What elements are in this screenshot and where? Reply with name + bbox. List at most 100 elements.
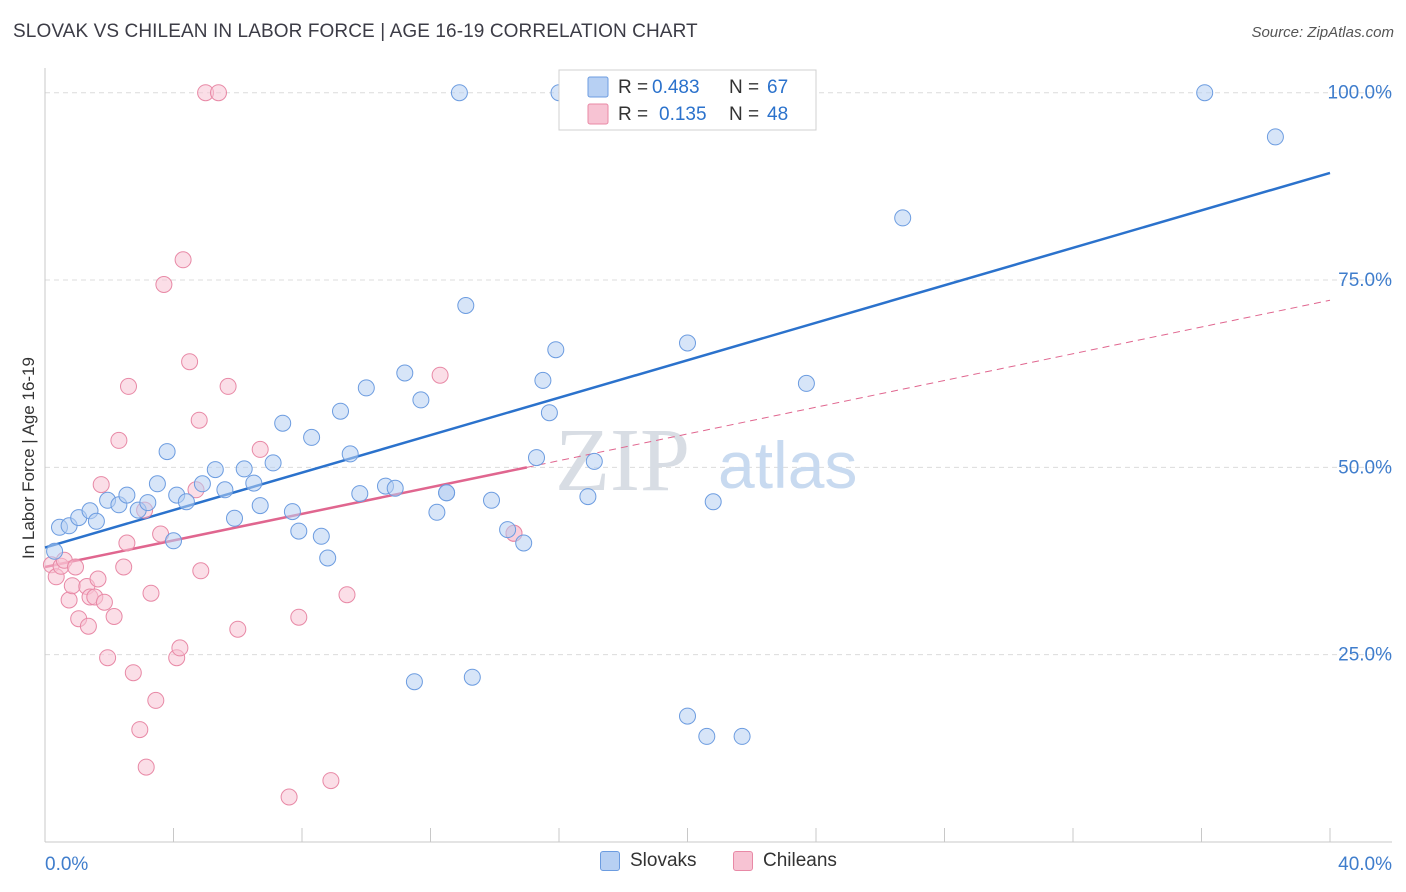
chilean-point-15	[99, 649, 117, 667]
chilean-point-32	[181, 353, 199, 371]
chilean-point-30	[171, 639, 189, 657]
slovak-point-27	[303, 428, 321, 446]
data-points	[42, 84, 1284, 806]
slovak-point-37	[405, 673, 423, 691]
slovak-point-56	[679, 707, 696, 725]
chilean-point-43	[322, 772, 340, 790]
chilean-point-19	[118, 534, 136, 552]
x-tick-label-0: 0.0%	[45, 854, 88, 875]
slovak-point-12	[158, 443, 176, 461]
legend-label-slovaks: Slovaks	[630, 850, 697, 871]
legend-n-value-slovaks: 67	[767, 77, 788, 98]
slovak-point-0	[46, 542, 64, 560]
slovak-point-41	[438, 484, 456, 502]
slovak-point-38	[412, 391, 430, 409]
slovak-point-64	[894, 209, 912, 227]
legend-n-value-chileans: 48	[767, 104, 788, 125]
slovak-point-23	[264, 454, 282, 472]
chilean-point-40	[251, 440, 269, 458]
slovak-point-22	[251, 497, 269, 515]
slovak-point-8	[118, 486, 136, 504]
chart-title: SLOVAK VS CHILEAN IN LABOR FORCE | AGE 1…	[13, 21, 698, 42]
slovak-point-5	[87, 512, 105, 530]
chilean-point-5	[63, 577, 81, 595]
watermark-atlas: atlas	[718, 428, 857, 502]
chilean-point-41	[280, 788, 298, 806]
slovak-point-36	[396, 364, 414, 382]
legend-swatch-slovaks	[587, 76, 609, 98]
chilean-point-26	[147, 691, 165, 709]
slovak-point-44	[463, 668, 481, 686]
watermark-zip: ZIP	[555, 411, 690, 510]
legend-r-value-slovaks: 0.483	[652, 77, 700, 98]
slovak-point-59	[704, 493, 722, 511]
chilean-point-45	[431, 366, 449, 384]
chilean-point-34	[190, 411, 208, 429]
chilean-point-44	[338, 586, 356, 604]
legend-box: R = 0.483 N = 67 R = 0.135 N = 48	[558, 69, 817, 131]
y-axis-label: In Labor Force | Age 16-19	[19, 357, 38, 559]
watermark: ZIP atlas	[555, 411, 857, 510]
chilean-point-21	[124, 664, 142, 682]
axes	[44, 68, 1392, 843]
slovak-point-60	[733, 727, 751, 745]
legend-r-label-chileans: R =	[618, 104, 648, 125]
slovak-point-19	[226, 509, 243, 527]
chilean-point-22	[131, 721, 149, 739]
slovak-point-15	[177, 493, 195, 511]
chilean-point-16	[105, 608, 123, 625]
slovak-point-29	[319, 549, 337, 567]
slovak-point-35	[386, 479, 404, 497]
slovak-point-47	[515, 534, 533, 552]
slovak-point-26	[290, 522, 308, 540]
slovak-point-20	[235, 460, 253, 478]
chilean-trendline	[44, 466, 528, 569]
y-tick-label-2: 75.0%	[1338, 270, 1392, 291]
slovak-point-24	[274, 414, 292, 432]
slovak-point-46	[499, 521, 517, 539]
legend-r-label-slovaks: R =	[618, 77, 648, 98]
series-slovaks	[46, 84, 1284, 745]
chilean-point-24	[137, 758, 155, 776]
chilean-point-18	[115, 558, 133, 576]
y-tick-label-3: 100.0%	[1328, 83, 1393, 104]
chilean-point-14	[95, 593, 113, 611]
slovak-point-25	[283, 503, 301, 521]
legend-swatch-chileans	[733, 851, 753, 871]
slovak-point-65	[1196, 84, 1214, 102]
chilean-point-25	[142, 584, 160, 602]
slovak-point-57	[679, 334, 696, 352]
slovak-point-30	[332, 402, 349, 420]
slovak-point-55	[585, 452, 603, 470]
chilean-point-42	[290, 608, 308, 626]
slovak-point-11	[148, 475, 166, 493]
legend-label-chileans: Chileans	[763, 850, 837, 871]
grid	[45, 92, 1392, 656]
slovak-point-33	[357, 379, 375, 397]
source-label: Source: ZipAtlas.com	[1251, 24, 1394, 41]
legend-n-label-slovaks: N =	[729, 77, 759, 98]
slovak-point-50	[540, 404, 558, 422]
chilean-point-31	[174, 251, 192, 269]
series-chileans	[42, 84, 523, 806]
chilean-trendline-dashed	[526, 299, 1331, 468]
x-tick-label-1: 40.0%	[1338, 854, 1392, 875]
chilean-point-6	[67, 558, 84, 576]
chilean-point-13	[92, 476, 110, 494]
y-tick-labels: 25.0% 50.0% 75.0% 100.0%	[1328, 83, 1393, 666]
slovak-point-66	[1266, 128, 1284, 146]
chilean-point-9	[79, 617, 97, 635]
slovak-point-16	[193, 475, 211, 493]
x-tick-labels: 0.0% 40.0%	[45, 854, 1392, 875]
slovak-point-28	[312, 527, 330, 545]
legend-item-slovaks: Slovaks	[600, 850, 697, 872]
slovak-point-43	[457, 297, 475, 314]
chilean-point-20	[120, 377, 137, 395]
y-tick-label-0: 25.0%	[1338, 645, 1392, 666]
slovak-point-18	[216, 481, 234, 499]
slovak-point-58	[698, 727, 716, 745]
chilean-point-39	[229, 620, 247, 638]
chilean-point-35	[192, 562, 210, 580]
slovak-point-17	[206, 461, 224, 479]
chilean-point-28	[155, 276, 173, 293]
